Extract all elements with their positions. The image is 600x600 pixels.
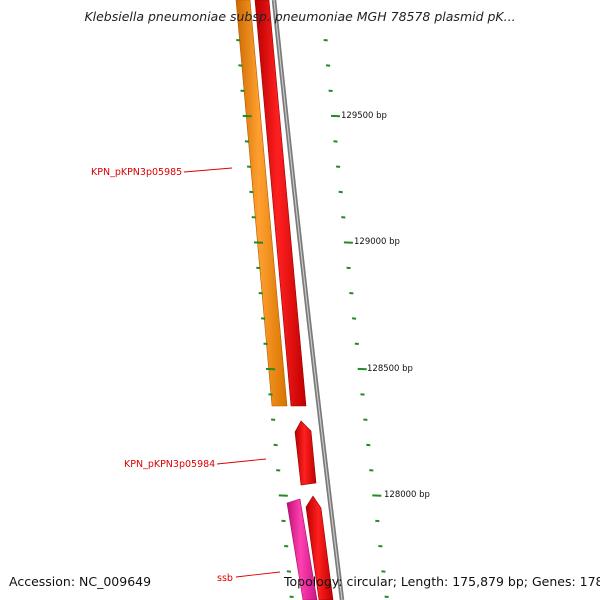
gene-label-leader-05984 bbox=[216, 458, 267, 465]
scale-label-128000: 128000 bp bbox=[384, 490, 430, 500]
scale-label-129500: 129500 bp bbox=[341, 111, 387, 121]
gene-feature-red-long[interactable] bbox=[254, 0, 307, 407]
gene-feature-orange[interactable] bbox=[235, 0, 288, 407]
scale-ticks bbox=[236, 39, 389, 598]
gene-feature-ssb[interactable] bbox=[286, 498, 318, 600]
backbone-arc-highlight bbox=[273, 0, 343, 600]
gene-feature-red-arrow[interactable] bbox=[294, 420, 317, 486]
accession-text: Accession: NC_009649 bbox=[9, 574, 151, 589]
gene-label-leader-ssb bbox=[235, 571, 281, 578]
gene-label-leader-05985 bbox=[183, 167, 233, 173]
gene-feature-red-bottom[interactable] bbox=[305, 495, 334, 600]
map-title: Klebsiella pneumoniae subsp. pneumoniae … bbox=[84, 9, 515, 24]
gene-label-05985[interactable]: KPN_pKPN3p05985 bbox=[91, 167, 182, 178]
scale-label-128500: 128500 bp bbox=[367, 364, 413, 374]
scale-label-129000: 129000 bp bbox=[354, 237, 400, 247]
gene-label-05984[interactable]: KPN_pKPN3p05984 bbox=[124, 459, 215, 470]
topology-summary: Topology: circular; Length: 175,879 bp; … bbox=[283, 574, 600, 589]
gene-label-ssb[interactable]: ssb bbox=[217, 573, 233, 584]
